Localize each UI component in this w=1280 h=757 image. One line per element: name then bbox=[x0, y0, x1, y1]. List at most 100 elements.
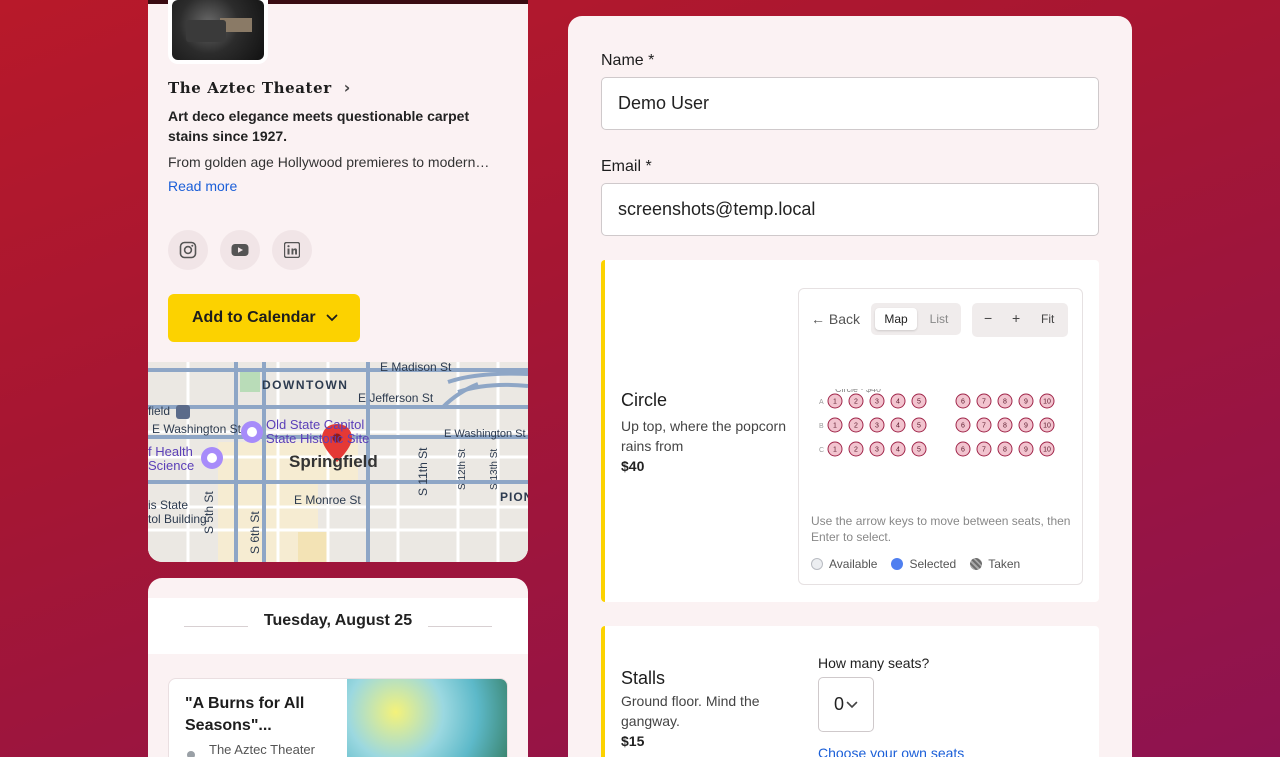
seat-circle bbox=[848, 441, 864, 457]
email-label: Email * bbox=[601, 158, 652, 175]
event-card[interactable]: "A Burns for All Seasons"... The Aztec T… bbox=[168, 678, 508, 757]
seat[interactable]: 7 bbox=[976, 441, 992, 457]
seat-number: 8 bbox=[1003, 447, 1007, 454]
seat-number: 10 bbox=[1043, 423, 1051, 430]
divider bbox=[428, 626, 492, 627]
seat-number: 2 bbox=[854, 399, 858, 406]
seat-circle bbox=[890, 417, 906, 433]
youtube-icon bbox=[231, 244, 249, 256]
linkedin-icon bbox=[284, 242, 300, 258]
zoom-in-button[interactable]: + bbox=[1012, 310, 1021, 326]
seat-number: 4 bbox=[896, 423, 900, 430]
venue-card: The Aztec Theater › Art deco elegance me… bbox=[148, 0, 528, 562]
chevron-right-icon: › bbox=[343, 78, 351, 97]
section-description: Up top, where the popcorn rains from bbox=[621, 418, 786, 454]
seat[interactable]: 7 bbox=[976, 393, 992, 409]
seat-circle bbox=[848, 393, 864, 409]
seat-number: 5 bbox=[917, 399, 921, 406]
social-links bbox=[168, 230, 312, 270]
map-label: Old State Capitol bbox=[266, 417, 365, 432]
seat[interactable]: 3 bbox=[869, 393, 885, 409]
linkedin-link[interactable] bbox=[272, 230, 312, 270]
tab-map[interactable]: Map bbox=[875, 308, 917, 330]
seat[interactable]: 6 bbox=[955, 393, 971, 409]
map-label: Science bbox=[148, 458, 195, 473]
seat-circle bbox=[890, 441, 906, 457]
seat[interactable]: 1 bbox=[827, 393, 843, 409]
seat-circle bbox=[869, 417, 885, 433]
legend-available: Available bbox=[811, 557, 877, 571]
fit-button[interactable]: Fit bbox=[1041, 312, 1055, 326]
seat-number: 1 bbox=[833, 399, 837, 406]
seat-number: 1 bbox=[833, 447, 837, 454]
seat-legend: Available Selected Taken bbox=[811, 557, 1020, 571]
seat-number: 10 bbox=[1043, 447, 1051, 454]
section-accent bbox=[601, 626, 605, 757]
seat-number: 1 bbox=[833, 423, 837, 430]
seat[interactable]: 2 bbox=[848, 393, 864, 409]
name-field[interactable] bbox=[601, 77, 1099, 130]
map-label: Springfield bbox=[289, 452, 378, 471]
section-accent bbox=[601, 260, 605, 602]
venue-photo bbox=[172, 0, 264, 60]
seat-circle bbox=[1039, 441, 1055, 457]
back-label: Back bbox=[828, 311, 861, 327]
map-label: E Jefferson St bbox=[358, 391, 434, 405]
tab-list[interactable]: List bbox=[929, 312, 949, 326]
read-more-link[interactable]: Read more bbox=[168, 178, 238, 194]
seat-number: 2 bbox=[854, 447, 858, 454]
seat[interactable]: 2 bbox=[848, 417, 864, 433]
seat[interactable]: 9 bbox=[1018, 393, 1034, 409]
seat[interactable]: 4 bbox=[890, 417, 906, 433]
seat-number: 7 bbox=[982, 423, 986, 430]
map-label: is State bbox=[148, 498, 189, 512]
seat[interactable]: 5 bbox=[911, 393, 927, 409]
seat-count-select[interactable]: 0 bbox=[818, 677, 874, 732]
venue-map[interactable]: E Madison St DOWNTOWN E Jefferson St fie… bbox=[148, 362, 528, 562]
youtube-link[interactable] bbox=[220, 230, 260, 270]
seat[interactable]: 5 bbox=[911, 441, 927, 457]
seat[interactable]: 5 bbox=[911, 417, 927, 433]
venue-name-link[interactable]: The Aztec Theater › bbox=[168, 78, 351, 97]
seat-circle bbox=[848, 417, 864, 433]
seat[interactable]: 1 bbox=[827, 441, 843, 457]
seat[interactable]: 10 bbox=[1039, 393, 1055, 409]
zoom-controls: − + Fit bbox=[972, 303, 1068, 337]
seat[interactable]: 4 bbox=[890, 441, 906, 457]
seat[interactable]: 8 bbox=[997, 417, 1013, 433]
seat[interactable]: 8 bbox=[997, 441, 1013, 457]
seat-number: 4 bbox=[896, 447, 900, 454]
choose-seats-link[interactable]: Choose your own seats bbox=[818, 745, 965, 757]
seat[interactable]: 3 bbox=[869, 417, 885, 433]
email-field[interactable] bbox=[601, 183, 1099, 236]
seat-circle bbox=[955, 393, 971, 409]
seat[interactable]: 4 bbox=[890, 393, 906, 409]
seat-circle bbox=[1039, 393, 1055, 409]
seat-number: 10 bbox=[1043, 399, 1051, 406]
seat[interactable]: 2 bbox=[848, 441, 864, 457]
seat[interactable]: 1 bbox=[827, 417, 843, 433]
seat[interactable]: 7 bbox=[976, 417, 992, 433]
seat-circle bbox=[997, 417, 1013, 433]
seat[interactable]: 3 bbox=[869, 441, 885, 457]
arrow-left-icon: ← bbox=[811, 311, 829, 327]
legend-selected-label: Selected bbox=[909, 557, 957, 571]
seat[interactable]: 10 bbox=[1039, 417, 1055, 433]
seat-number: 5 bbox=[917, 423, 921, 430]
back-button[interactable]: ← Back bbox=[811, 311, 860, 327]
seat[interactable]: 9 bbox=[1018, 417, 1034, 433]
instagram-icon bbox=[179, 241, 197, 259]
seat[interactable]: 8 bbox=[997, 393, 1013, 409]
event-image bbox=[347, 679, 507, 757]
keyboard-help: Use the arrow keys to move between seats… bbox=[811, 514, 1071, 544]
map-label: S 11th St bbox=[416, 447, 430, 496]
add-to-calendar-button[interactable]: Add to Calendar bbox=[168, 294, 360, 342]
seat-circle bbox=[1039, 417, 1055, 433]
seat[interactable]: 10 bbox=[1039, 441, 1055, 457]
instagram-link[interactable] bbox=[168, 230, 208, 270]
date-header bbox=[148, 598, 528, 654]
seat[interactable]: 9 bbox=[1018, 441, 1034, 457]
zoom-out-button[interactable]: − bbox=[984, 310, 993, 326]
seat[interactable]: 6 bbox=[955, 441, 971, 457]
seat[interactable]: 6 bbox=[955, 417, 971, 433]
